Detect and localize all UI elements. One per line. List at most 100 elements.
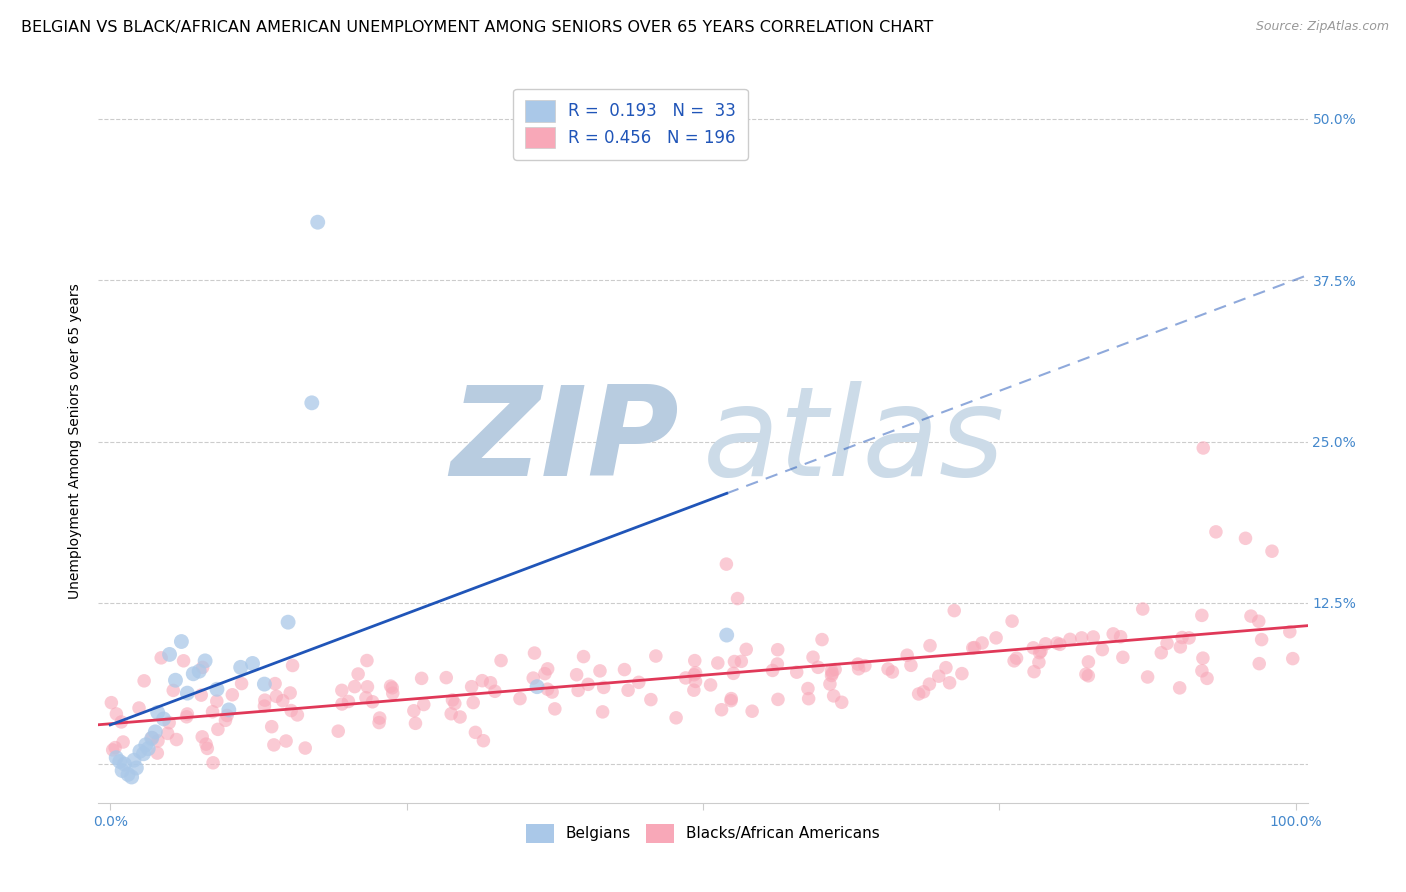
Point xyxy=(381,681,404,695)
Point xyxy=(1195,672,1218,686)
Point xyxy=(330,683,353,698)
Point xyxy=(205,694,228,708)
Point xyxy=(1112,650,1135,665)
Point xyxy=(1192,651,1215,665)
Point xyxy=(1001,614,1024,628)
Point xyxy=(176,710,198,724)
Point xyxy=(918,639,941,653)
Point xyxy=(176,706,198,721)
Point xyxy=(141,731,163,746)
Point xyxy=(818,677,841,691)
Point xyxy=(640,692,662,706)
Point xyxy=(727,591,749,606)
Point xyxy=(405,716,427,731)
Point xyxy=(821,666,844,681)
Point xyxy=(1049,637,1071,651)
Point xyxy=(380,679,402,693)
Point xyxy=(820,664,842,678)
Point xyxy=(135,738,157,752)
Point xyxy=(824,663,846,677)
Point xyxy=(105,750,128,764)
Point xyxy=(111,764,134,778)
Point xyxy=(766,657,789,671)
Point xyxy=(567,683,589,698)
Point xyxy=(165,673,187,688)
Point xyxy=(943,604,966,618)
Point xyxy=(766,692,789,706)
Point xyxy=(1077,669,1099,683)
Point xyxy=(716,557,738,571)
Point xyxy=(613,663,636,677)
Point xyxy=(1170,640,1192,654)
Point xyxy=(1150,646,1173,660)
Point xyxy=(266,690,288,704)
Point xyxy=(1281,651,1303,665)
Point xyxy=(260,720,283,734)
Point xyxy=(1022,640,1045,655)
Point xyxy=(541,685,564,699)
Point xyxy=(253,677,276,691)
Point xyxy=(191,660,214,674)
Point xyxy=(202,756,225,770)
Point xyxy=(166,732,188,747)
Point xyxy=(907,687,929,701)
Point xyxy=(797,681,820,696)
Point xyxy=(194,654,217,668)
Point xyxy=(963,640,986,655)
Point xyxy=(735,642,758,657)
Point xyxy=(741,704,763,718)
Point xyxy=(723,666,745,681)
Point xyxy=(159,648,181,662)
Point xyxy=(281,658,304,673)
Point xyxy=(100,696,122,710)
Text: ZIP: ZIP xyxy=(450,381,679,502)
Point xyxy=(823,689,845,703)
Point xyxy=(356,680,378,694)
Point xyxy=(146,746,169,760)
Point xyxy=(962,640,984,655)
Point xyxy=(328,724,350,739)
Point xyxy=(150,650,173,665)
Point xyxy=(699,678,721,692)
Point xyxy=(972,636,994,650)
Point xyxy=(589,664,612,678)
Point xyxy=(1029,644,1052,658)
Point xyxy=(381,686,404,700)
Point xyxy=(188,664,211,678)
Point xyxy=(347,667,370,681)
Point xyxy=(191,730,214,744)
Point xyxy=(1261,544,1284,558)
Point xyxy=(464,725,486,739)
Point xyxy=(132,747,155,761)
Point xyxy=(592,705,614,719)
Point xyxy=(277,615,299,630)
Point xyxy=(1005,651,1028,665)
Point xyxy=(136,741,159,756)
Point xyxy=(1192,441,1215,455)
Point xyxy=(411,672,433,686)
Point xyxy=(720,691,742,706)
Text: BELGIAN VS BLACK/AFRICAN AMERICAN UNEMPLOYMENT AMONG SENIORS OVER 65 YEARS CORRE: BELGIAN VS BLACK/AFRICAN AMERICAN UNEMPL… xyxy=(21,20,934,35)
Point xyxy=(146,706,169,720)
Point xyxy=(811,632,834,647)
Point xyxy=(280,704,302,718)
Point xyxy=(162,683,184,698)
Point xyxy=(190,688,212,702)
Point xyxy=(1070,631,1092,645)
Point xyxy=(509,691,531,706)
Point xyxy=(440,706,463,721)
Point xyxy=(356,654,378,668)
Point xyxy=(723,655,745,669)
Point xyxy=(918,677,941,691)
Point xyxy=(1191,664,1213,678)
Point xyxy=(472,733,495,747)
Point xyxy=(242,657,264,671)
Point xyxy=(263,738,285,752)
Point xyxy=(928,669,950,683)
Point xyxy=(526,680,548,694)
Point xyxy=(627,675,650,690)
Point xyxy=(853,658,876,673)
Point xyxy=(685,665,707,680)
Point xyxy=(1156,636,1178,650)
Point xyxy=(1091,642,1114,657)
